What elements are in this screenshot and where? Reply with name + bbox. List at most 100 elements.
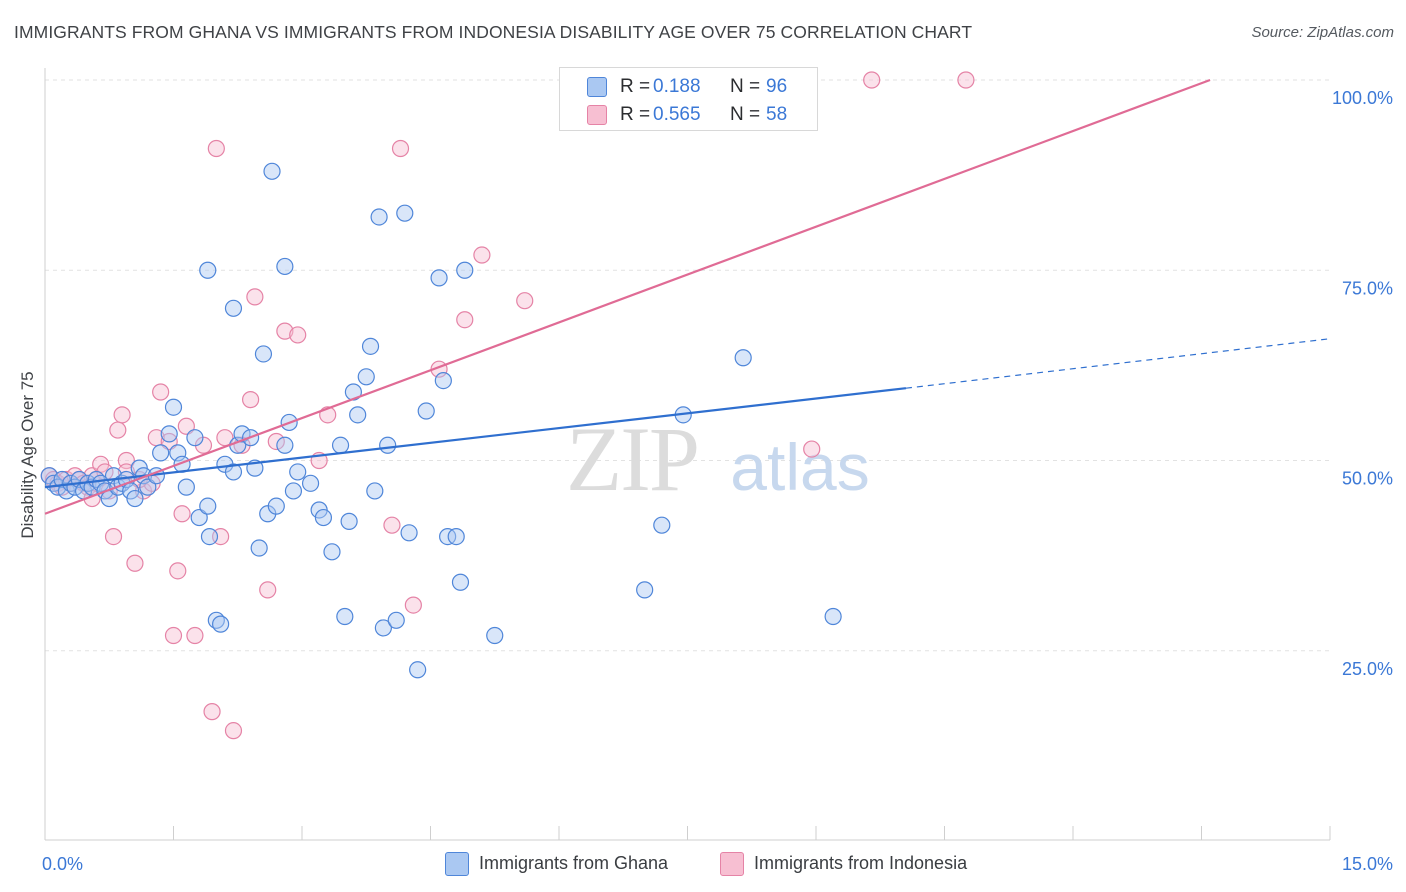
indonesia-point (203, 703, 221, 721)
ghana-point (126, 489, 144, 508)
n-label: N = (730, 104, 761, 125)
legend-indonesia-swatch (720, 852, 744, 876)
indonesia-n-value: 58 (766, 104, 788, 125)
stats-box: R = 0.188 N = 96 R = 0.565 N = 58 (559, 67, 818, 131)
ghana-point (653, 516, 671, 534)
ghana-point (224, 463, 243, 481)
ghana-point (152, 444, 170, 462)
ghana-point (323, 543, 341, 561)
indonesia-point (207, 139, 225, 158)
indonesia-point (276, 322, 294, 340)
indonesia-point (516, 292, 534, 310)
ghana-point (289, 463, 307, 481)
indonesia-point (803, 440, 821, 458)
ghana-point (387, 611, 405, 629)
ghana-trend-extension (905, 338, 1331, 389)
indonesia-point (391, 139, 410, 158)
indonesia-point (126, 554, 144, 572)
indonesia-point (404, 596, 422, 614)
ghana-point (336, 607, 354, 626)
ghana-point (357, 368, 375, 386)
indonesia-point (224, 722, 243, 740)
ghana-n-value: 96 (766, 76, 788, 97)
indonesia-point (246, 288, 264, 306)
indonesia-point (473, 246, 491, 264)
stats-row-ghana: R = 0.188 N = 96 (560, 73, 817, 103)
ghana-swatch (587, 77, 607, 97)
tick-labels: 25.0% 50.0% 75.0% 100.0% 0.0% 15.0% (42, 88, 1393, 874)
x-tick-label: 15.0% (1342, 854, 1393, 874)
indonesia-point (456, 311, 474, 329)
ghana-point (139, 478, 157, 496)
source-label: Source: ZipAtlas.com (1251, 24, 1394, 41)
ghana-point (200, 527, 219, 546)
indonesia-point (267, 432, 285, 451)
indonesia-point (177, 417, 195, 435)
indonesia-point (289, 326, 307, 344)
indonesia-point (113, 406, 131, 424)
ghana-point (366, 482, 384, 500)
ghana-point (267, 497, 285, 515)
ghana-point (331, 436, 350, 454)
indonesia-swatch (587, 105, 607, 125)
r-label: R = (620, 76, 651, 97)
indonesia-point (242, 391, 260, 409)
y-tick-label: 75.0% (1342, 278, 1393, 298)
y-axis-title: Disability Age Over 75 (18, 371, 37, 539)
ghana-point (396, 204, 414, 222)
ghana-point (284, 482, 303, 500)
ghana-point (417, 402, 435, 420)
ghana-point (164, 398, 183, 416)
y-tick-label: 100.0% (1332, 88, 1393, 108)
x-tick-label: 0.0% (42, 854, 83, 874)
ghana-point (314, 508, 333, 527)
ghana-point (199, 261, 217, 279)
ghana-point (160, 425, 178, 443)
legend-indonesia-label: Immigrants from Indonesia (754, 853, 968, 873)
watermark: ZIP atlas (566, 408, 870, 510)
ghana-point (276, 436, 294, 454)
ghana-point (224, 299, 243, 317)
indonesia-point (957, 71, 975, 89)
ghana-trend-line (44, 387, 907, 489)
indonesia-point (104, 527, 123, 546)
stats-row-indonesia: R = 0.565 N = 58 (560, 101, 817, 131)
ghana-point (447, 527, 465, 546)
trend-lines (44, 78, 1331, 515)
indonesia-point (186, 626, 204, 645)
indonesia-r-value: 0.565 (653, 104, 701, 125)
ghana-point (349, 406, 367, 424)
indonesia-point (169, 562, 187, 580)
ghana-point (456, 261, 474, 279)
ghana-point (374, 619, 392, 637)
indonesia-trend-line (44, 78, 1211, 515)
r-label: R = (620, 104, 651, 125)
ghana-point (177, 478, 195, 496)
n-label: N = (730, 76, 761, 97)
ghana-points (40, 71, 842, 679)
ghana-point (400, 524, 418, 542)
ghana-point (186, 429, 204, 447)
ghana-point (361, 337, 380, 355)
chart-title: IMMIGRANTS FROM GHANA VS IMMIGRANTS FROM… (14, 22, 973, 42)
ghana-point (379, 436, 397, 454)
ghana-r-value: 0.188 (653, 76, 701, 97)
ghana-point (734, 349, 752, 367)
gridlines (45, 79, 1330, 652)
ghana-point (190, 508, 208, 527)
indonesia-point (152, 383, 170, 401)
indonesia-point (109, 421, 127, 439)
indonesia-point (383, 516, 401, 534)
y-tick-label: 25.0% (1342, 659, 1393, 679)
ghana-point (301, 474, 320, 492)
ghana-point (409, 661, 427, 679)
legend-ghana-label: Immigrants from Ghana (479, 853, 669, 873)
ghana-point (824, 607, 842, 626)
watermark-atlas: atlas (730, 430, 869, 504)
ghana-point (263, 162, 281, 180)
ghana-point (434, 371, 452, 390)
ghana-point (254, 345, 273, 363)
ghana-point (212, 615, 230, 633)
indonesia-point (164, 626, 183, 645)
